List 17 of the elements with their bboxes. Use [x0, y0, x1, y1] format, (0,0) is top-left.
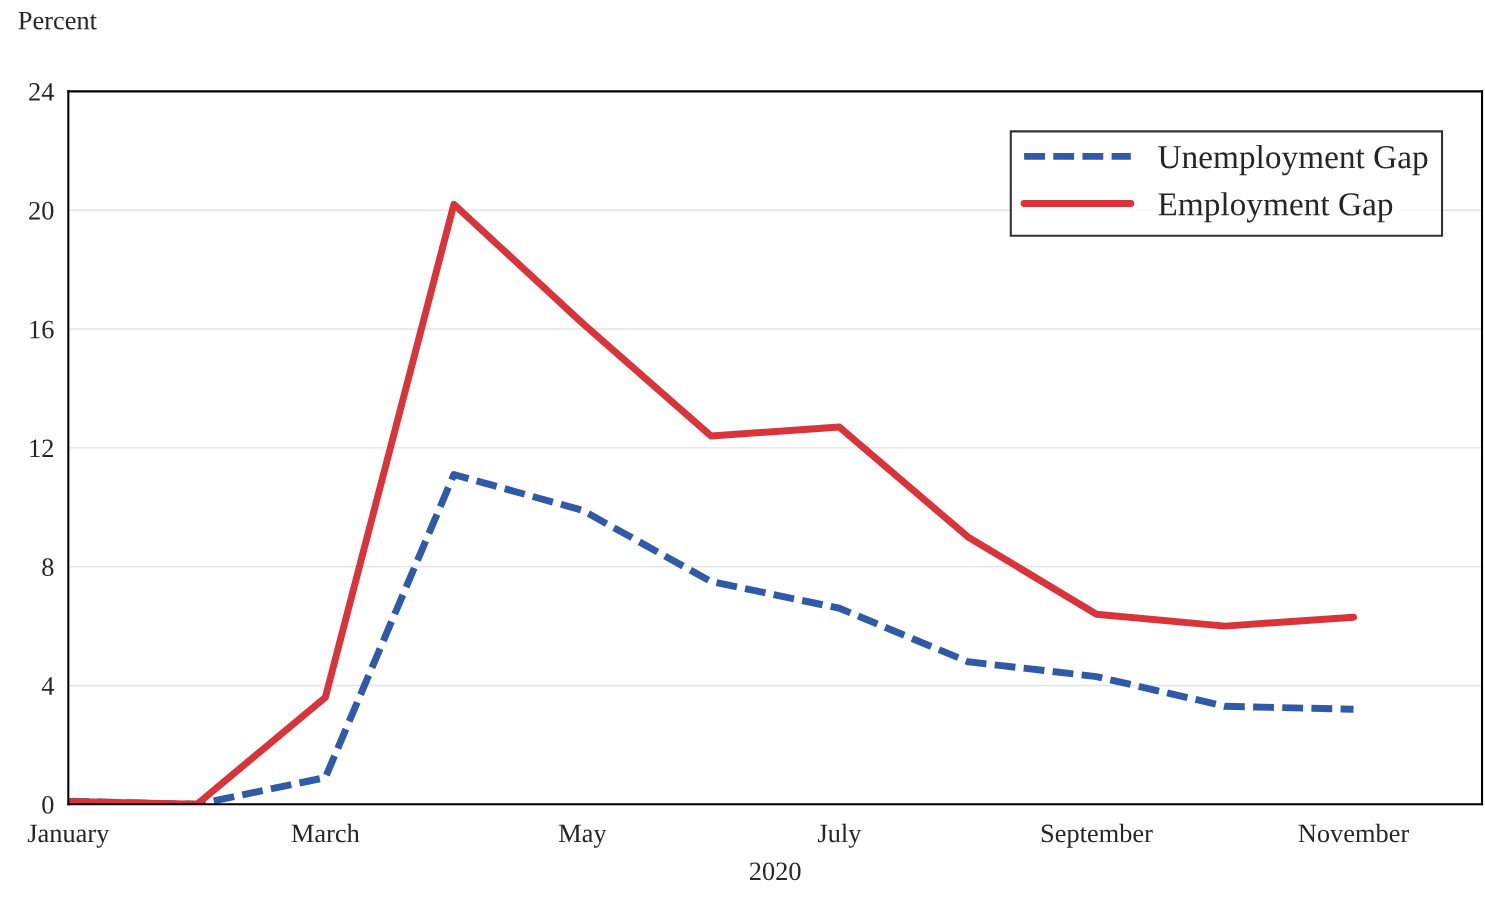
y-tick-label: 16	[30, 320, 54, 339]
x-tick-label: September	[1041, 823, 1153, 848]
x-tick-label: January	[27, 824, 110, 848]
y-tick-label: 24	[29, 83, 55, 101]
y-tick-label: 4	[41, 677, 55, 695]
y-tick-label: 20	[29, 201, 54, 220]
x-tick-label: May	[558, 824, 607, 848]
x-tick-label: November	[1298, 823, 1409, 843]
legend-label: Unemployment Gap	[1158, 144, 1428, 176]
y-axis-title: Percent	[18, 11, 97, 30]
y-tick-label: 12	[30, 439, 53, 458]
x-tick-label: March	[291, 823, 360, 843]
x-tick-label: July	[817, 823, 862, 848]
y-tick-label: 8	[42, 558, 54, 577]
legend-label: Employment Gap	[1158, 192, 1393, 223]
y-tick-label: 0	[42, 795, 54, 814]
x-axis-title: 2020	[749, 862, 801, 881]
